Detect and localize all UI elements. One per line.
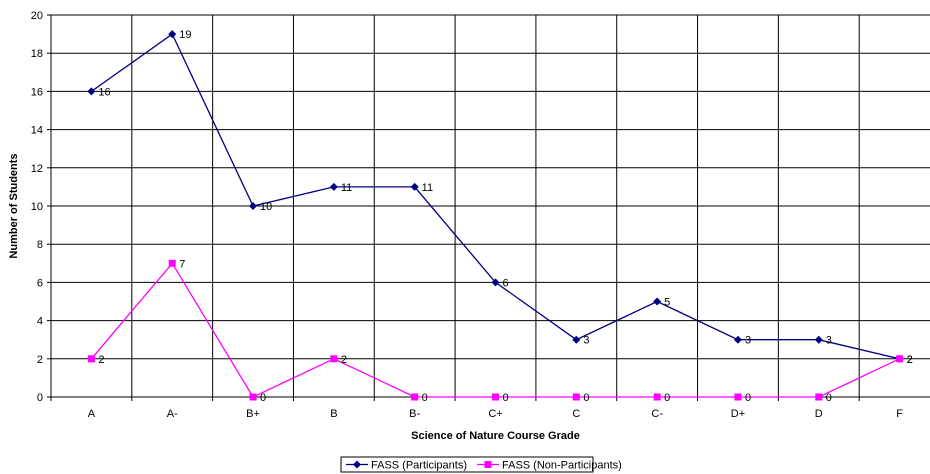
data-label: 7 — [179, 258, 185, 270]
x-tick-label: B — [330, 408, 337, 420]
legend-item: FASS (Participants) — [346, 460, 467, 472]
data-point — [572, 335, 581, 344]
y-tick-label: 12 — [31, 163, 43, 175]
data-label: 5 — [664, 297, 670, 309]
data-point — [733, 335, 742, 344]
data-label: 0 — [826, 392, 832, 404]
data-point — [734, 393, 742, 401]
y-tick-label: 10 — [31, 201, 43, 213]
data-label: 6 — [503, 277, 509, 289]
data-point — [572, 393, 580, 401]
y-tick-label: 4 — [37, 316, 43, 328]
x-tick-label: D — [815, 408, 823, 420]
legend-label: FASS (Non-Participants) — [502, 460, 622, 472]
data-point — [249, 393, 257, 401]
x-tick-label: C- — [651, 408, 663, 420]
data-label: 2 — [341, 354, 347, 366]
data-label: 16 — [98, 86, 110, 98]
data-point — [653, 297, 662, 306]
data-point — [330, 355, 338, 363]
x-tick-label: C — [572, 408, 580, 420]
x-tick-label: F — [896, 408, 903, 420]
x-tick-label: D+ — [731, 408, 745, 420]
data-point — [410, 182, 419, 191]
data-label: 0 — [664, 392, 670, 404]
data-point — [896, 355, 904, 363]
data-label: 19 — [179, 29, 191, 41]
series-1: 16 19 10 11 11 6 3 5 3 3 2 — [87, 29, 913, 366]
data-label: 11 — [422, 182, 433, 194]
y-tick-label: 14 — [31, 125, 43, 137]
data-label: 2 — [98, 354, 104, 366]
data-label: 0 — [260, 392, 266, 404]
data-label: 3 — [826, 335, 832, 347]
data-label: 3 — [745, 335, 751, 347]
legend-box — [340, 456, 594, 473]
y-tick-label: 0 — [37, 392, 43, 404]
y-tick-label: 6 — [37, 277, 43, 289]
x-tick-label: C+ — [488, 408, 502, 420]
series-2: 2 7 0 2 0 0 0 0 0 0 2 — [87, 258, 913, 404]
y-tick-label: 20 — [31, 10, 43, 22]
data-label: 0 — [422, 392, 428, 404]
x-tick-label: A — [88, 408, 96, 420]
data-point — [329, 182, 338, 191]
data-point — [815, 393, 823, 401]
data-point — [249, 202, 258, 210]
x-tick-label: B- — [409, 408, 420, 420]
x-tick-label: A- — [167, 408, 178, 420]
data-point — [87, 87, 96, 96]
data-label: 0 — [503, 392, 509, 404]
data-point — [653, 393, 661, 401]
data-label: 10 — [260, 201, 272, 213]
data-label: 11 — [341, 182, 352, 194]
data-label: 0 — [745, 392, 751, 404]
legend-marker — [353, 460, 361, 469]
data-point — [411, 393, 419, 401]
data-label: 2 — [907, 354, 913, 366]
data-point — [168, 30, 177, 39]
legend: FASS (Participants) FASS (Non-Participant… — [340, 456, 622, 473]
data-label: 2 — [907, 354, 913, 366]
y-axis-title: Number of Students — [8, 153, 20, 258]
legend-item: FASS (Non-Participants) — [477, 460, 622, 472]
legend-label: FASS (Participants) — [371, 460, 467, 472]
data-point — [814, 335, 823, 344]
data-point — [492, 393, 499, 401]
y-tick-label: 18 — [31, 48, 43, 60]
data-point — [168, 259, 176, 267]
data-point — [491, 278, 500, 287]
series-layer: 16 19 10 11 11 6 3 5 3 3 22 7 0 2 0 0 0 0 0 0 2 — [87, 29, 913, 404]
data-point — [87, 355, 95, 363]
x-tick-label: B+ — [246, 408, 260, 420]
legend-marker — [484, 461, 492, 468]
y-tick-label: 2 — [37, 354, 43, 366]
y-tick-label: 8 — [37, 239, 43, 251]
x-axis: A A- B+ B B- C+ C C- D+ D F — [50, 397, 903, 420]
data-label: 0 — [583, 392, 589, 404]
x-axis-title: Science of Nature Course Grade — [411, 430, 580, 442]
y-tick-label: 16 — [31, 86, 43, 98]
data-label: 3 — [583, 335, 589, 347]
y-axis: 0 2 4 6 8 10 12 14 16 18 20 — [31, 10, 51, 404]
